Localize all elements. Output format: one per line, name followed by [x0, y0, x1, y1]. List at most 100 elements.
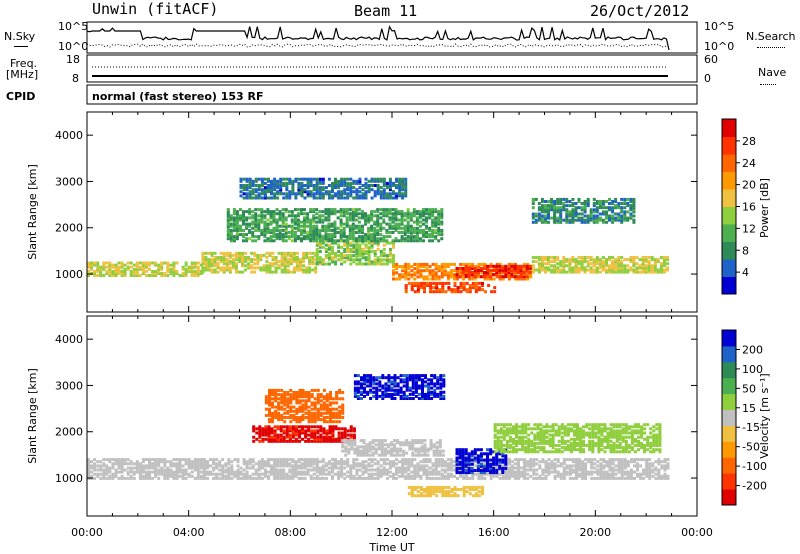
heatmap-cell	[269, 222, 273, 226]
heatmap-cell	[620, 216, 624, 220]
heatmap-cell	[324, 250, 328, 253]
heatmap-cell	[409, 214, 413, 218]
heatmap-cell	[242, 239, 245, 243]
heatmap-cell	[248, 460, 252, 464]
heatmap-cell	[611, 270, 615, 274]
heatmap-cell	[322, 437, 326, 441]
heatmap-cell	[376, 460, 380, 464]
heatmap-cell	[175, 468, 179, 472]
heatmap-cell	[292, 409, 296, 413]
heatmap-cell	[250, 266, 254, 270]
heatmap-cell	[575, 466, 578, 470]
heatmap-cell	[316, 429, 320, 433]
heatmap-cell	[595, 260, 599, 264]
heatmap-cell	[461, 273, 465, 277]
heatmap-cell	[398, 190, 402, 194]
heatmap-cell	[346, 177, 350, 181]
heatmap-cell	[295, 391, 299, 394]
heatmap-cell	[348, 212, 352, 216]
heatmap-cell	[407, 466, 411, 470]
heatmap-cell	[379, 237, 383, 241]
heatmap-cell	[565, 466, 569, 470]
heatmap-cell	[99, 464, 103, 468]
heatmap-cell	[547, 256, 550, 259]
heatmap-cell	[364, 245, 368, 249]
heatmap-cell	[283, 266, 287, 270]
heatmap-cell	[299, 260, 302, 264]
heatmap-cell	[204, 266, 208, 270]
heatmap-cell	[315, 220, 319, 224]
heatmap-cell	[407, 262, 411, 266]
heatmap-cell	[428, 226, 432, 230]
heatmap-cell	[309, 233, 313, 237]
heatmap-cell	[312, 196, 316, 200]
heatmap-cell	[421, 388, 424, 392]
heatmap-cell	[315, 181, 319, 185]
heatmap-cell	[605, 262, 608, 266]
heatmap-cell	[141, 474, 145, 478]
heatmap-cell	[598, 200, 602, 203]
heatmap-cell	[251, 472, 255, 476]
heatmap-cell	[335, 413, 339, 417]
heatmap-cell	[273, 188, 277, 192]
heatmap-cell	[462, 284, 466, 287]
heatmap-cell	[117, 458, 121, 462]
heatmap-cell	[385, 235, 389, 239]
heatmap-cell	[339, 220, 343, 224]
heatmap-cell	[635, 266, 639, 270]
heatmap-cell	[330, 222, 334, 226]
heatmap-cell	[330, 237, 334, 241]
heatmap-cell	[611, 458, 615, 462]
heatmap-cell	[656, 258, 660, 262]
heatmap-cell	[303, 458, 307, 462]
heatmap-cell	[227, 474, 231, 478]
heatmap-cell	[126, 267, 130, 271]
heatmap-cell	[327, 247, 331, 251]
heatmap-cell	[343, 476, 347, 480]
station-title: Unwin (fitACF)	[92, 0, 219, 18]
heatmap-cell	[352, 181, 356, 185]
heatmap-cell	[367, 260, 371, 264]
heatmap-cell	[355, 192, 359, 196]
heatmap-cell	[280, 418, 284, 422]
heatmap-cell	[257, 208, 261, 212]
heatmap-cell	[387, 384, 391, 388]
heatmap-cell	[277, 407, 281, 411]
heatmap-cell	[349, 256, 353, 260]
heatmap-cell	[620, 264, 624, 268]
heatmap-cell	[565, 472, 569, 476]
heatmap-cell	[620, 266, 624, 270]
heatmap-cell	[285, 462, 289, 466]
heatmap-cell	[304, 399, 308, 403]
heatmap-cell	[547, 200, 550, 203]
heatmap-cell	[659, 262, 663, 266]
heatmap-cell	[434, 228, 438, 232]
heatmap-cell	[626, 210, 630, 214]
heatmap-cell	[269, 235, 273, 239]
heatmap-cell	[534, 256, 538, 259]
heatmap-cell	[584, 474, 588, 478]
heatmap-cell	[298, 433, 301, 437]
heatmap-cell	[332, 397, 335, 401]
heatmap-cell	[394, 222, 398, 226]
heatmap-cell	[556, 200, 560, 203]
heatmap-cell	[611, 202, 615, 205]
heatmap-cell	[303, 208, 306, 212]
heatmap-cell	[352, 429, 356, 433]
heatmap-cell	[481, 288, 484, 292]
heatmap-cell	[99, 468, 103, 472]
heatmap-cell	[596, 464, 600, 468]
heatmap-cell	[633, 470, 636, 474]
heatmap-cell	[343, 427, 347, 431]
heatmap-cell	[349, 433, 353, 437]
heatmap-cell	[574, 266, 578, 270]
heatmap-cell	[413, 290, 417, 294]
heatmap-cell	[376, 214, 380, 218]
heatmap-cell	[138, 261, 142, 265]
heatmap-cell	[283, 397, 287, 401]
heatmap-cell	[250, 251, 254, 255]
heatmap-cell	[178, 466, 182, 470]
heatmap-cell	[293, 226, 297, 230]
heatmap-cell	[565, 470, 569, 474]
heatmap-cell	[361, 460, 365, 464]
